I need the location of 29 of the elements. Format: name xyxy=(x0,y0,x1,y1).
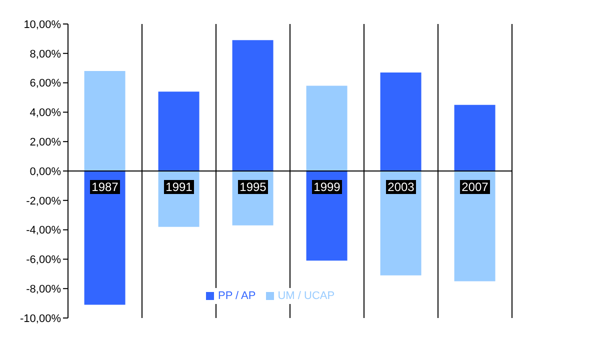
legend-label: PP / AP xyxy=(218,290,256,302)
y-tick-label: -6,00% xyxy=(26,254,62,266)
y-tick-label: 10,00% xyxy=(24,18,62,31)
x-tick-label: 1987 xyxy=(92,180,119,194)
bar xyxy=(306,86,348,171)
bar xyxy=(380,72,422,171)
x-tick-label: 1999 xyxy=(314,180,341,194)
bar xyxy=(454,104,496,171)
x-tick-label: 2007 xyxy=(462,180,489,194)
bar xyxy=(232,40,274,171)
y-tick-label: -8,00% xyxy=(26,284,62,296)
y-tick-label: 0,00% xyxy=(30,166,62,178)
y-tick-label: -10,00% xyxy=(20,312,62,325)
bar xyxy=(158,92,200,171)
bar xyxy=(454,171,496,282)
bar xyxy=(84,71,126,171)
x-tick-label: 1991 xyxy=(166,180,193,194)
x-tick-label: 2003 xyxy=(388,180,415,194)
x-tick-label: 1995 xyxy=(240,180,267,194)
y-tick-label: 8,00% xyxy=(30,48,62,60)
y-tick-label: 2,00% xyxy=(30,136,62,149)
bar xyxy=(306,171,348,261)
bar xyxy=(380,171,422,276)
legend-label: UM / UCAP xyxy=(278,290,335,302)
y-tick-label: 4,00% xyxy=(30,107,62,120)
bar xyxy=(84,171,126,305)
y-tick-label: -4,00% xyxy=(26,224,62,237)
y-tick-label: -2,00% xyxy=(26,195,62,208)
y-tick-label: 6,00% xyxy=(30,78,62,90)
